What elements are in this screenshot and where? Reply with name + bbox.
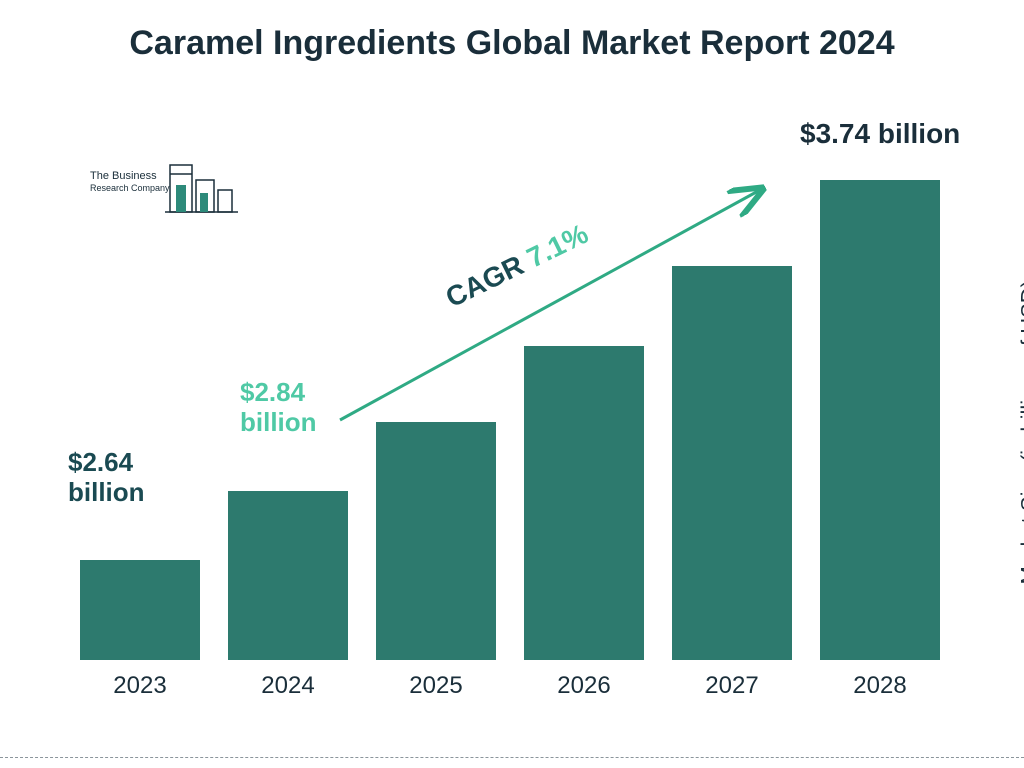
bar [376, 422, 496, 660]
bar-wrap [228, 491, 348, 660]
bar [80, 560, 200, 660]
bar [524, 346, 644, 660]
chart-title: Caramel Ingredients Global Market Report… [0, 22, 1024, 65]
bar-wrap [524, 346, 644, 660]
value-label: $3.74 billion [800, 118, 960, 150]
bar-wrap [376, 422, 496, 660]
bar [672, 266, 792, 660]
x-label: 2024 [228, 672, 348, 700]
bar-wrap [820, 180, 940, 660]
bar-wrap [80, 560, 200, 660]
x-label: 2028 [820, 672, 940, 700]
bar [228, 491, 348, 660]
value-label: $2.84billion [240, 378, 317, 438]
y-axis-label: Market Size (in billions of USD) [1016, 280, 1024, 584]
bar-wrap [672, 266, 792, 660]
bars-container [80, 140, 940, 660]
bottom-dashed-border [0, 757, 1024, 758]
chart-area: 2023 2024 2025 2026 2027 2028 [80, 140, 940, 700]
x-label: 2027 [672, 672, 792, 700]
x-axis-labels: 2023 2024 2025 2026 2027 2028 [80, 672, 940, 700]
x-label: 2025 [376, 672, 496, 700]
x-label: 2023 [80, 672, 200, 700]
value-label: $2.64billion [68, 448, 145, 508]
x-label: 2026 [524, 672, 644, 700]
bar [820, 180, 940, 660]
